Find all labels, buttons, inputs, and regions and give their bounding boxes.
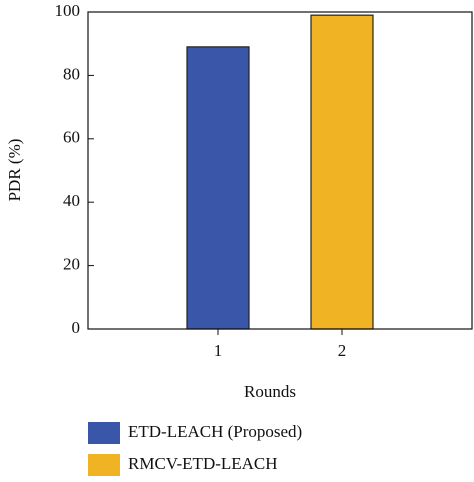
legend-swatch	[88, 454, 120, 476]
y-tick-label: 40	[63, 191, 80, 210]
legend-label: RMCV-ETD-LEACH	[128, 454, 278, 473]
x-axis-label: Rounds	[244, 382, 296, 401]
bar	[186, 46, 250, 330]
y-tick-label: 80	[63, 64, 80, 83]
y-axis-label: PDR (%)	[5, 139, 24, 202]
legend-label: ETD-LEACH (Proposed)	[128, 422, 302, 441]
y-tick-label: 100	[55, 1, 81, 20]
y-tick-label: 60	[63, 128, 80, 147]
y-tick-label: 20	[63, 255, 80, 274]
plot-frame	[87, 11, 473, 330]
bar	[310, 14, 374, 330]
y-tick-label: 0	[72, 318, 81, 337]
x-tick-label: 2	[338, 341, 347, 360]
x-tick-label: 1	[214, 341, 223, 360]
legend-swatch	[88, 422, 120, 444]
